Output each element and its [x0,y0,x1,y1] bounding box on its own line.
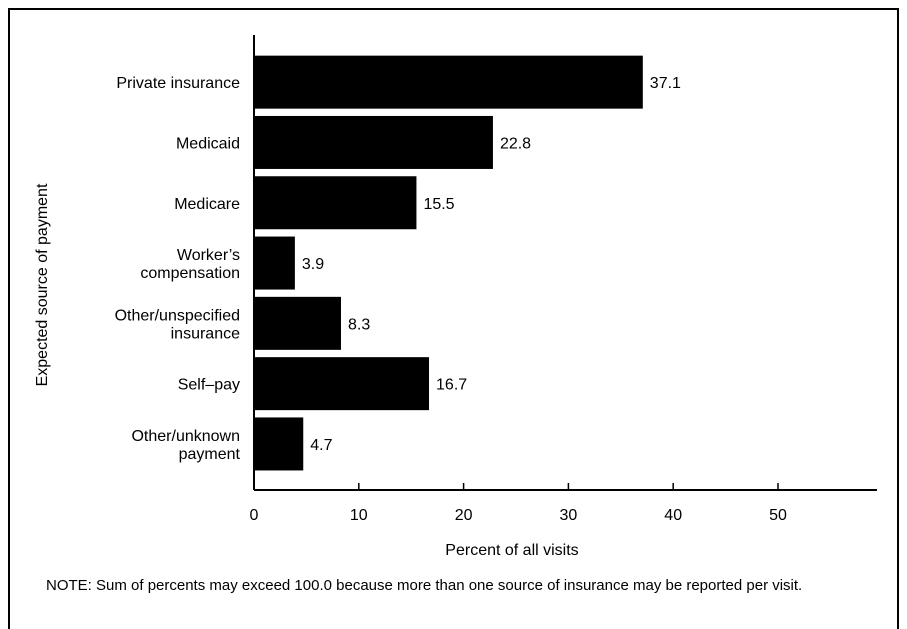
bar-value-label: 3.9 [302,256,324,273]
category-label-line: Other/unspecified [115,307,240,324]
category-label-line: Private insurance [116,75,240,92]
bar [254,115,493,169]
bar [254,176,417,230]
category-label-line: payment [179,446,241,463]
category-label: Other/unknown payment [131,428,240,463]
category-label: Medicare [174,196,240,213]
bar-value-label: 4.7 [310,437,332,454]
bar [254,357,430,411]
chart-note: NOTE: Sum of percents may exceed 100.0 b… [46,577,803,594]
figure-frame [8,8,899,629]
bar [254,55,643,109]
bar [254,236,295,290]
category-label-line: Self–pay [178,377,240,394]
category-label-line: Medicare [174,196,240,213]
x-tick-label: 10 [350,507,368,524]
bar [254,296,341,350]
bar-value-label: 22.8 [500,135,531,152]
x-tick-label: 50 [769,507,787,524]
category-label: Self–pay [178,377,240,394]
x-tick-label: 30 [560,507,578,524]
category-label-line: compensation [140,265,240,282]
x-tick-label: 40 [664,507,682,524]
bar [254,417,304,471]
category-label: Other/unspecified insurance [115,307,241,342]
category-label: Worker’s compensation [140,247,240,282]
category-label: Medicaid [176,135,240,152]
category-label-line: Medicaid [176,135,240,152]
x-tick-label: 0 [250,507,259,524]
category-label: Private insurance [116,75,240,92]
bar-value-label: 8.3 [348,316,370,333]
x-tick-label: 20 [455,507,473,524]
category-label-line: insurance [171,325,240,342]
bar-value-label: 37.1 [650,75,681,92]
bar-value-label: 16.7 [436,377,467,394]
y-axis-title: Expected source of payment [34,183,51,386]
bar-value-label: 15.5 [423,196,454,213]
category-label-line: Other/unknown [131,428,240,445]
category-label-line: Worker’s [177,247,240,264]
x-axis-title: Percent of all visits [445,542,578,559]
